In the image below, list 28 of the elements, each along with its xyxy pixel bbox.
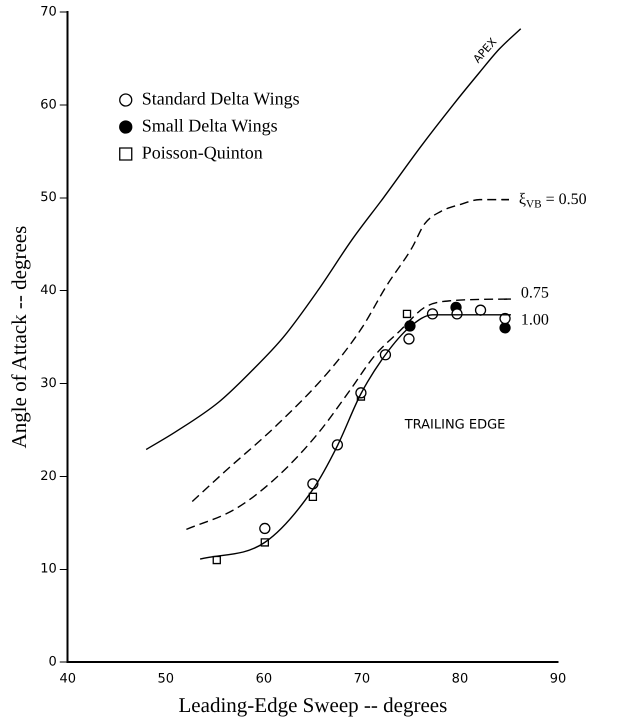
x-tick-label: 40 [59, 671, 76, 686]
y-tick-label: 30 [40, 376, 57, 391]
y-tick-label: 70 [40, 4, 57, 20]
point [259, 522, 270, 534]
annotation: 0.75 [520, 284, 549, 302]
x-tick-label: 70 [354, 671, 370, 686]
y-axis-title: Angle of Attack -- degrees [7, 226, 32, 448]
y-tick-label: 60 [40, 97, 57, 112]
point [499, 322, 511, 334]
x-axis-title: Leading-Edge Sweep -- degrees [178, 692, 448, 717]
x-tick-label: 90 [550, 671, 566, 686]
point [308, 492, 318, 502]
point [474, 304, 486, 316]
legend-label: Poisson-Quinton [142, 142, 263, 163]
annotation: 1.00 [520, 312, 549, 329]
y-tick-label: 10 [40, 562, 57, 577]
legend-label: Small Delta Wings [142, 116, 278, 136]
x-tick-label: 80 [452, 671, 468, 686]
y-tick-label: 50 [40, 190, 57, 206]
point [402, 310, 412, 318]
x-tick-label: 60 [256, 671, 272, 686]
point [403, 333, 415, 345]
legend-label: Standard Delta Wings [142, 88, 300, 109]
annotation: TRAILING EDGE [404, 418, 506, 433]
x-tick-label: 50 [158, 671, 174, 686]
y-tick-label: 40 [40, 283, 57, 298]
y-tick-label: 0 [48, 654, 57, 670]
y-tick-label: 20 [40, 468, 57, 484]
